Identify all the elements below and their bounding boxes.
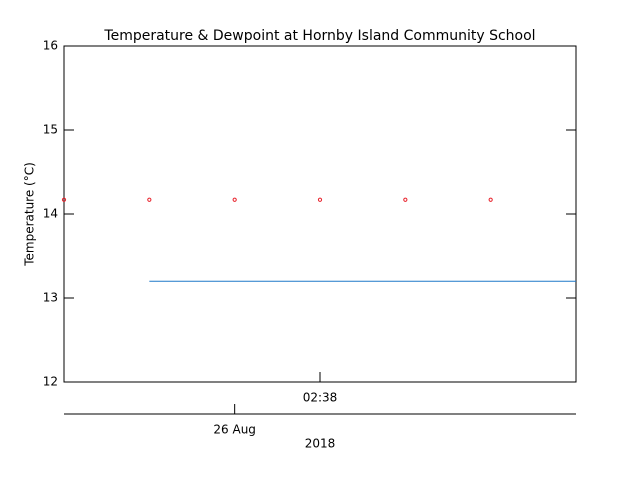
y-tick-label: 16 xyxy=(43,39,58,53)
temperature-point xyxy=(403,197,408,202)
x-tick-label: 02:38 xyxy=(303,391,338,405)
date-tick-label: 26 Aug xyxy=(213,423,256,437)
y-tick-label: 13 xyxy=(43,291,58,305)
date-axis-label: 2018 xyxy=(305,437,336,451)
temperature-point xyxy=(317,197,323,202)
y-tick-label: 12 xyxy=(43,375,58,389)
y-tick-label: 14 xyxy=(43,207,58,221)
temperature-point xyxy=(147,197,152,202)
temperature-point xyxy=(232,197,237,202)
chart-title: Temperature & Dewpoint at Hornby Island … xyxy=(103,28,535,44)
y-tick-label: 15 xyxy=(43,123,58,137)
y-axis-label: Temperature (°C) xyxy=(23,162,37,267)
temperature-point xyxy=(488,197,493,202)
plot-frame xyxy=(63,45,577,383)
temperature-point xyxy=(61,197,67,202)
